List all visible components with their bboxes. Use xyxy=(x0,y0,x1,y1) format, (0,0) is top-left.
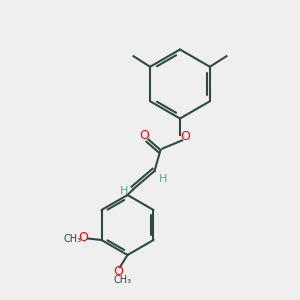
Text: O: O xyxy=(139,129,149,142)
Text: CH₃: CH₃ xyxy=(63,233,82,244)
Text: O: O xyxy=(78,231,88,244)
Text: H: H xyxy=(120,185,129,196)
Text: CH₃: CH₃ xyxy=(114,275,132,285)
Text: H: H xyxy=(159,173,168,184)
Text: O: O xyxy=(181,130,190,143)
Text: O: O xyxy=(113,265,123,278)
